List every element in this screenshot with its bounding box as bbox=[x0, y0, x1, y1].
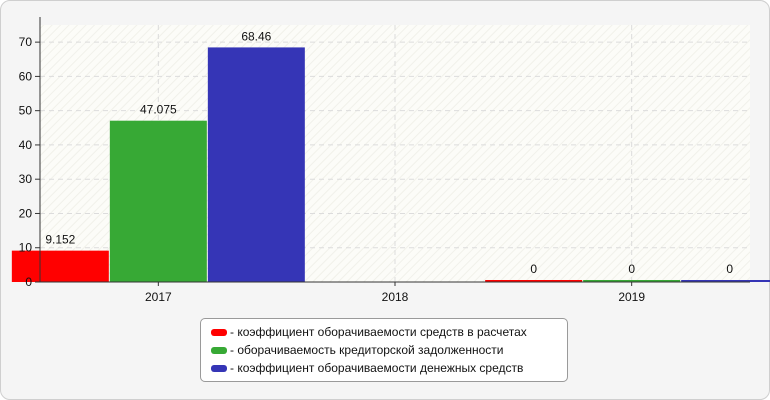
bar bbox=[109, 120, 207, 282]
legend-label: - коэффициент оборачиваемости денежных с… bbox=[230, 361, 524, 375]
y-tick-label: 40 bbox=[19, 138, 33, 152]
y-tick-label: 20 bbox=[19, 206, 33, 220]
bar bbox=[681, 280, 770, 282]
bar bbox=[583, 280, 681, 282]
bar bbox=[11, 250, 109, 282]
legend-label: - оборачиваемость кредиторской задолженн… bbox=[230, 343, 504, 357]
data-label: 0 bbox=[530, 262, 537, 276]
legend-label: - коэффициент оборачиваемости средств в … bbox=[230, 325, 527, 339]
legend: - коэффициент оборачиваемости средств в … bbox=[200, 318, 568, 382]
data-label: 47.075 bbox=[140, 103, 177, 117]
bar-chart: 0 10 20 30 40 50 60 70 2017 2018 2019 9.152 47.075 6… bbox=[11, 17, 770, 304]
x-tick-label: 2018 bbox=[382, 290, 409, 304]
legend-item-settlements: - коэффициент оборачиваемости средств в … bbox=[211, 323, 567, 341]
x-tick-label: 2017 bbox=[145, 290, 172, 304]
x-tick-label: 2019 bbox=[618, 290, 645, 304]
data-label: 9.152 bbox=[45, 233, 75, 247]
legend-item-payables: - оборачиваемость кредиторской задолженн… bbox=[211, 341, 567, 359]
y-tick-label: 70 bbox=[19, 35, 33, 49]
y-tick-label: 50 bbox=[19, 104, 33, 118]
data-label: 68.46 bbox=[241, 29, 271, 43]
bar bbox=[485, 280, 583, 282]
y-tick-label: 60 bbox=[19, 69, 33, 83]
data-labels: 9.152 47.075 68.46 0 0 0 bbox=[45, 29, 733, 276]
axes: 0 10 20 30 40 50 60 70 2017 2018 2019 bbox=[19, 17, 750, 304]
bars bbox=[11, 47, 770, 282]
data-label: 0 bbox=[726, 262, 733, 276]
legend-item-cash: - коэффициент оборачиваемости денежных с… bbox=[211, 359, 567, 377]
legend-swatch-red bbox=[211, 328, 227, 336]
y-tick-label: 0 bbox=[25, 275, 32, 289]
bar bbox=[207, 47, 305, 282]
legend-swatch-blue bbox=[211, 364, 227, 372]
y-tick-label: 30 bbox=[19, 172, 33, 186]
legend-swatch-green bbox=[211, 346, 227, 354]
data-label: 0 bbox=[628, 262, 635, 276]
y-tick-label: 10 bbox=[19, 241, 33, 255]
